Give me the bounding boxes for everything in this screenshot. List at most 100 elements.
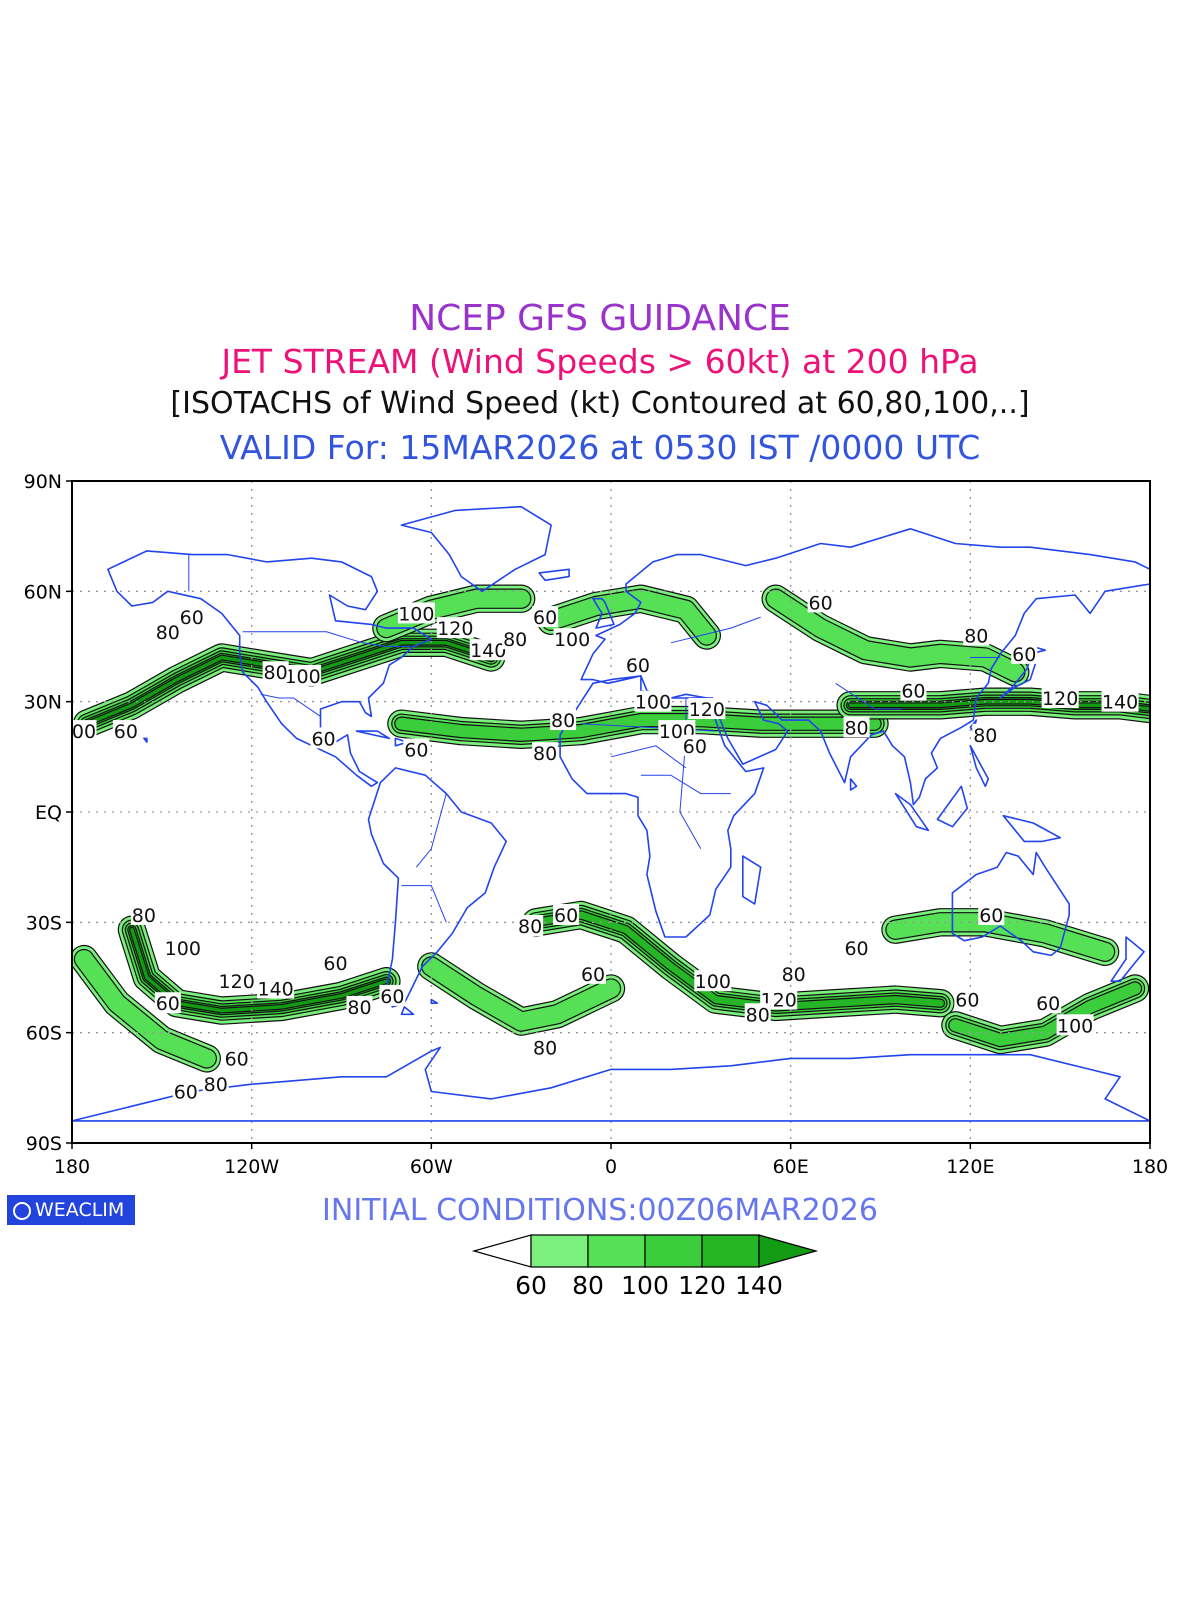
contour-label: 60 <box>683 736 707 758</box>
country-border <box>401 885 447 923</box>
lon-tick-label: 60W <box>410 1156 453 1178</box>
jet-2-isotach-80 <box>542 589 716 645</box>
contour-label: 60 <box>626 655 650 677</box>
jet-10-isotach-100 <box>949 982 1141 1046</box>
coastline <box>969 745 990 788</box>
contour-label-bg <box>1101 690 1139 712</box>
coastline <box>1002 814 1061 843</box>
contour-label-bg <box>580 962 607 984</box>
contour-label: 120 <box>219 971 255 993</box>
contour-label-bg <box>550 709 577 731</box>
coastline <box>580 528 1150 806</box>
contour-label: 100 <box>398 603 434 625</box>
contour-label: 120 <box>689 699 725 721</box>
contour-label-bg <box>972 723 999 745</box>
lat-tick-label: EQ <box>35 802 62 824</box>
contour-label-bg <box>346 995 373 1017</box>
contour-label: 100 <box>635 692 671 714</box>
legend-label: 120 <box>678 1271 726 1300</box>
contour-label: 80 <box>264 662 288 684</box>
contour-label: 60 <box>554 905 578 927</box>
contour-label: 60 <box>380 986 404 1008</box>
contour-label-bg <box>284 664 322 686</box>
contour-label-bg <box>688 698 726 720</box>
contour-label-bg <box>130 903 157 925</box>
contour-label: 80 <box>132 905 156 927</box>
contour-label: 80 <box>551 710 575 732</box>
contour-label: 60 <box>323 953 347 975</box>
contour-label: 80 <box>533 1037 557 1059</box>
title-line-4: VALID For: 15MAR2026 at 0530 IST /0000 U… <box>219 428 981 467</box>
contour-label: 80 <box>964 625 988 647</box>
contour-label: 60 <box>114 721 138 743</box>
contour-label-bg <box>517 915 544 937</box>
lon-tick-label: 180 <box>1132 1156 1168 1178</box>
contour-label: 60 <box>901 681 925 703</box>
contour-label: 100 <box>165 938 201 960</box>
contour-label-bg <box>553 628 591 650</box>
contour-label: 80 <box>782 964 806 986</box>
contour-label: 60 <box>174 1082 198 1104</box>
initial-conditions: INITIAL CONDITIONS:00Z06MAR2026 <box>322 1193 878 1228</box>
legend-swatch <box>530 1234 589 1268</box>
contour-label: 120 <box>437 618 473 640</box>
weaclim-logo-icon <box>13 1202 31 1220</box>
country-border <box>835 682 902 710</box>
contour-label-bg <box>436 617 474 639</box>
contour-label-bg <box>257 977 295 999</box>
country-border <box>242 631 411 647</box>
contour-label-bg <box>954 988 981 1010</box>
contour-label: 80 <box>503 629 527 651</box>
contour-label: 80 <box>518 916 542 938</box>
contour-label: 80 <box>156 622 180 644</box>
contour-label-bg <box>553 903 580 925</box>
contour-label: 120 <box>1042 688 1078 710</box>
contour-label: 60 <box>955 990 979 1012</box>
contour-label: 60 <box>1012 644 1036 666</box>
lon-tick-label: 0 <box>605 1156 617 1178</box>
country-border <box>610 745 687 769</box>
country-border <box>416 793 447 868</box>
contour-label: 60 <box>979 905 1003 927</box>
badge-label: WEACLIM <box>35 1199 125 1221</box>
legend-label: 140 <box>735 1271 783 1300</box>
contour-label: 100 <box>1057 1015 1093 1037</box>
contour-label-bg <box>532 606 559 628</box>
jet-8-isotach-80 <box>422 957 620 1031</box>
coastline <box>849 778 858 791</box>
legend-swatch <box>587 1234 646 1268</box>
lon-tick-label: 180 <box>54 1156 90 1178</box>
coastline <box>951 851 1070 957</box>
contour-label-bg <box>624 653 651 675</box>
country-border <box>260 693 321 717</box>
contour-label-bg <box>694 970 732 992</box>
contour-label: 60 <box>180 607 204 629</box>
coastline <box>107 550 433 788</box>
color-legend: 60 80 100 120 140 <box>471 1234 819 1300</box>
lon-tick-label: 60E <box>773 1156 809 1178</box>
contour-label-bg <box>1035 992 1062 1014</box>
contour-label-bg <box>310 727 337 749</box>
legend-label: 60 <box>515 1271 547 1300</box>
title-line-1: NCEP GFS GUIDANCE <box>409 298 791 339</box>
contour-label-bg <box>322 951 349 973</box>
lat-tick-label: 90N <box>24 471 62 493</box>
contour-label: 100 <box>554 629 590 651</box>
contour-label: 100 <box>60 721 96 743</box>
contour-label-bg <box>532 742 559 764</box>
legend-swatch <box>644 1234 703 1268</box>
contour-label: 60 <box>533 607 557 629</box>
contour-label: 100 <box>695 971 731 993</box>
coastline <box>143 737 148 743</box>
country-border <box>670 616 761 644</box>
contour-label: 60 <box>1036 993 1060 1015</box>
coastline <box>72 1046 1150 1122</box>
lat-tick-label: 30N <box>24 692 62 714</box>
contour-label: 80 <box>746 1004 770 1026</box>
coastline <box>355 730 391 740</box>
contour-label: 80 <box>973 725 997 747</box>
coastline <box>367 767 507 1008</box>
country-border <box>640 774 731 795</box>
